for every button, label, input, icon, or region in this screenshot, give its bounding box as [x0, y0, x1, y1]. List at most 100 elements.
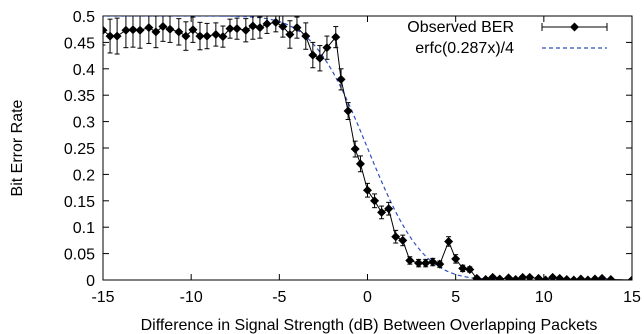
data-point: [458, 263, 468, 273]
data-point: [241, 25, 251, 35]
y-tick-label: 0.25: [64, 141, 95, 158]
y-tick-label: 0.45: [64, 35, 95, 52]
data-point: [322, 43, 332, 53]
data-point: [583, 275, 593, 280]
data-point: [355, 159, 365, 169]
data-point: [301, 31, 311, 41]
data-point: [370, 196, 380, 206]
data-point: [202, 31, 212, 41]
legend-swatch-observed-marker: [570, 22, 579, 32]
data-point: [144, 23, 154, 33]
data-point: [151, 27, 161, 37]
data-point: [384, 204, 394, 214]
data-point: [225, 24, 235, 34]
data-point: [112, 31, 122, 41]
y-axis-ticks: 0 0.05 0.1 0.15 0.2 0.25 0.3 0.35 0.4 0.45 0.5: [64, 9, 632, 290]
data-point: [576, 274, 586, 280]
data-point: [511, 274, 521, 280]
data-point: [481, 274, 491, 280]
data-point: [495, 274, 505, 280]
data-point: [211, 29, 221, 39]
data-point: [262, 19, 272, 29]
y-tick-label: 0.15: [64, 194, 95, 211]
data-point: [105, 31, 115, 41]
y-axis-title: Bit Error Rate: [9, 99, 26, 196]
plot-frame: [102, 15, 633, 281]
data-point: [331, 32, 341, 42]
x-tick-label: 10: [535, 289, 553, 306]
data-point: [428, 257, 438, 267]
data-point: [292, 23, 302, 33]
data-point: [158, 22, 168, 32]
data-point: [534, 273, 544, 280]
data-point: [405, 255, 415, 265]
data-point: [377, 207, 387, 217]
data-point: [444, 236, 454, 246]
data-point: [135, 25, 145, 35]
data-point: [248, 21, 258, 31]
legend-swatches: [541, 22, 608, 49]
data-point: [472, 273, 482, 280]
data-point: [548, 272, 558, 280]
data-point: [421, 258, 431, 268]
data-point: [606, 274, 616, 280]
data-point: [562, 274, 572, 280]
data-point: [451, 254, 461, 264]
data-point: [555, 273, 565, 280]
data-point: [232, 24, 242, 34]
data-point: [336, 74, 346, 84]
data-point: [128, 25, 138, 35]
y-tick-label: 0.35: [64, 88, 95, 105]
data-point: [541, 275, 551, 280]
data-point: [414, 258, 424, 268]
data-point: [504, 273, 514, 280]
data-point: [278, 22, 288, 32]
data-point: [165, 24, 175, 34]
x-axis-ticks: -15 -10 -5 0 5 10 15: [91, 16, 641, 306]
data-point: [597, 273, 607, 280]
data-point: [488, 272, 498, 280]
x-tick-label: -10: [180, 289, 203, 306]
plot-area: [102, 15, 633, 281]
data-point: [121, 25, 131, 35]
y-tick-label: 0.1: [73, 220, 95, 237]
data-point: [525, 272, 535, 280]
observed-line: [103, 21, 632, 280]
data-point: [255, 23, 265, 33]
legend-label-observed: Observed BER: [407, 19, 514, 36]
data-point: [271, 17, 281, 27]
data-point: [569, 275, 579, 280]
data-point: [435, 259, 445, 269]
fit-curve-line: [103, 16, 632, 280]
data-point: [590, 274, 600, 280]
x-tick-label: 15: [623, 289, 641, 306]
legend-label-erfc: erfc(0.287x)/4: [415, 40, 514, 57]
y-tick-label: 0.05: [64, 247, 95, 264]
data-point: [174, 27, 184, 37]
data-point: [308, 50, 318, 60]
data-point: [363, 185, 372, 195]
data-point: [188, 25, 198, 35]
data-point: [103, 25, 108, 35]
data-point: [398, 235, 408, 245]
y-tick-label: 0.2: [73, 167, 95, 184]
data-point: [195, 31, 205, 41]
data-point: [181, 31, 191, 41]
series-group: [103, 16, 632, 280]
y-tick-label: 0.5: [73, 9, 95, 26]
data-point: [391, 232, 401, 242]
data-point: [627, 275, 632, 280]
data-point: [518, 272, 528, 280]
y-tick-label: 0: [86, 273, 95, 290]
x-tick-label: 0: [363, 289, 372, 306]
y-tick-label: 0.3: [73, 115, 95, 132]
data-point: [315, 53, 325, 63]
x-axis-title: Difference in Signal Strength (dB) Betwe…: [141, 317, 598, 334]
x-tick-label: 5: [451, 289, 460, 306]
x-tick-label: -15: [91, 289, 114, 306]
data-point: [350, 144, 360, 154]
data-point: [285, 29, 295, 39]
data-point: [465, 264, 475, 274]
data-point: [218, 32, 228, 42]
